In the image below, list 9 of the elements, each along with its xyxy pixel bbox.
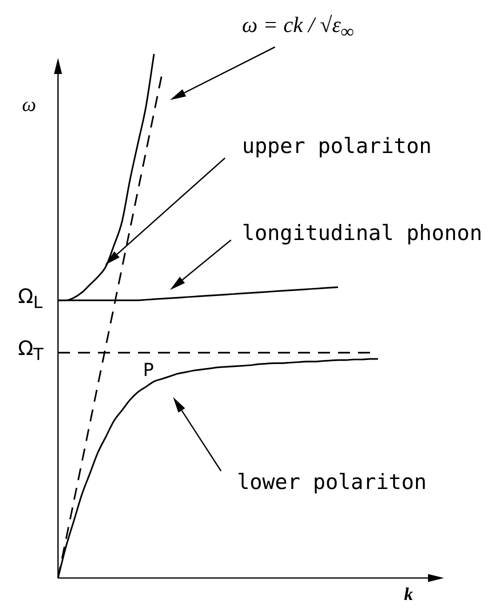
text: ω = ck / √ε$_{∞}$: [242, 12, 354, 42]
x-axis-title: k: [404, 584, 413, 605]
y-axis-title: ω: [22, 94, 36, 117]
annotation: longitudinal phonon: [242, 221, 482, 245]
annotation: upper polariton: [242, 134, 432, 158]
text: Ω$_{L}$: [18, 284, 43, 312]
annotation: P: [143, 360, 154, 381]
annotation: lower polariton: [237, 470, 427, 494]
text: Ω$_{T}$: [18, 336, 44, 364]
